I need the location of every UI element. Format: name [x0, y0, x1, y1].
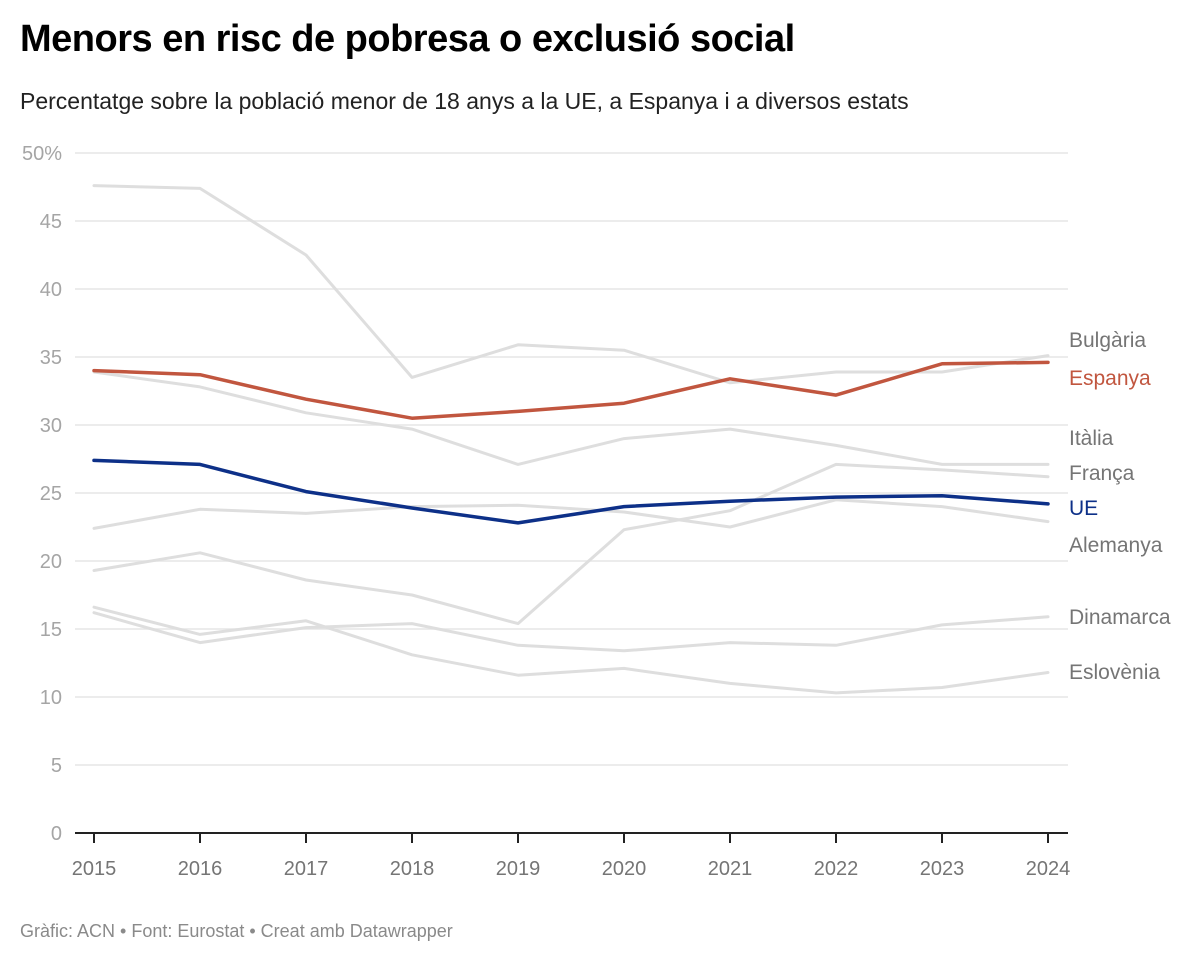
chart-footer-credits: Gràfic: ACN • Font: Eurostat • Creat amb… — [20, 921, 453, 941]
x-tick-label: 2019 — [496, 858, 541, 880]
y-tick-label: 45 — [40, 211, 62, 233]
series-lines — [92, 184, 1050, 695]
y-tick-label: 25 — [40, 483, 62, 505]
x-tick-label: 2022 — [814, 858, 859, 880]
y-tick-label: 5 — [51, 755, 62, 777]
series-label-espanya: Espanya — [1069, 367, 1151, 390]
x-tick-label: 2024 — [1026, 858, 1071, 880]
series-line-alemanya — [92, 498, 1050, 530]
chart-subtitle: Percentatge sobre la població menor de 1… — [20, 88, 909, 114]
y-tick-label: 35 — [40, 347, 62, 369]
y-tick-label: 0 — [51, 823, 62, 845]
x-tick-label: 2017 — [284, 858, 329, 880]
y-tick-label: 30 — [40, 415, 62, 437]
series-line-eslovenia — [92, 605, 1050, 695]
x-tick-label: 2023 — [920, 858, 965, 880]
chart-title: Menors en risc de pobresa o exclusió soc… — [20, 18, 795, 60]
series-line-espanya — [92, 360, 1050, 420]
series-label-italia: Itàlia — [1069, 427, 1114, 450]
x-tick-label: 2015 — [72, 858, 117, 880]
series-label-alemanya: Alemanya — [1069, 534, 1163, 557]
y-tick-label: 50% — [22, 143, 62, 165]
x-tick-label: 2020 — [602, 858, 647, 880]
series-line-italia — [92, 370, 1050, 466]
series-line-franca — [92, 462, 1050, 626]
x-tick-label: 2018 — [390, 858, 435, 880]
series-end-labels: Bulgària Espanya Itàlia França UE Alemanya Din… — [1069, 329, 1171, 684]
y-tick-label: 10 — [40, 687, 62, 709]
series-line-dinamarca — [92, 611, 1050, 653]
x-tick-label: 2016 — [178, 858, 223, 880]
x-tick-label: 2021 — [708, 858, 753, 880]
series-label-bulgaria: Bulgària — [1069, 329, 1146, 352]
series-label-franca: França — [1069, 462, 1135, 485]
series-label-eslovenia: Eslovènia — [1069, 661, 1160, 684]
series-line-ue — [92, 458, 1050, 525]
gridlines — [75, 152, 1068, 766]
series-line-bulgaria — [92, 184, 1050, 385]
y-tick-label: 15 — [40, 619, 62, 641]
x-axis-ticks: 2015 2016 2017 2018 2019 2020 2021 2022 2023 2024 — [72, 833, 1071, 880]
y-tick-label: 20 — [40, 551, 62, 573]
y-tick-label: 40 — [40, 279, 62, 301]
series-label-dinamarca: Dinamarca — [1069, 606, 1171, 629]
series-label-ue: UE — [1069, 497, 1098, 520]
y-axis-ticks: 0 5 10 15 20 25 30 35 40 45 50% — [22, 143, 62, 845]
